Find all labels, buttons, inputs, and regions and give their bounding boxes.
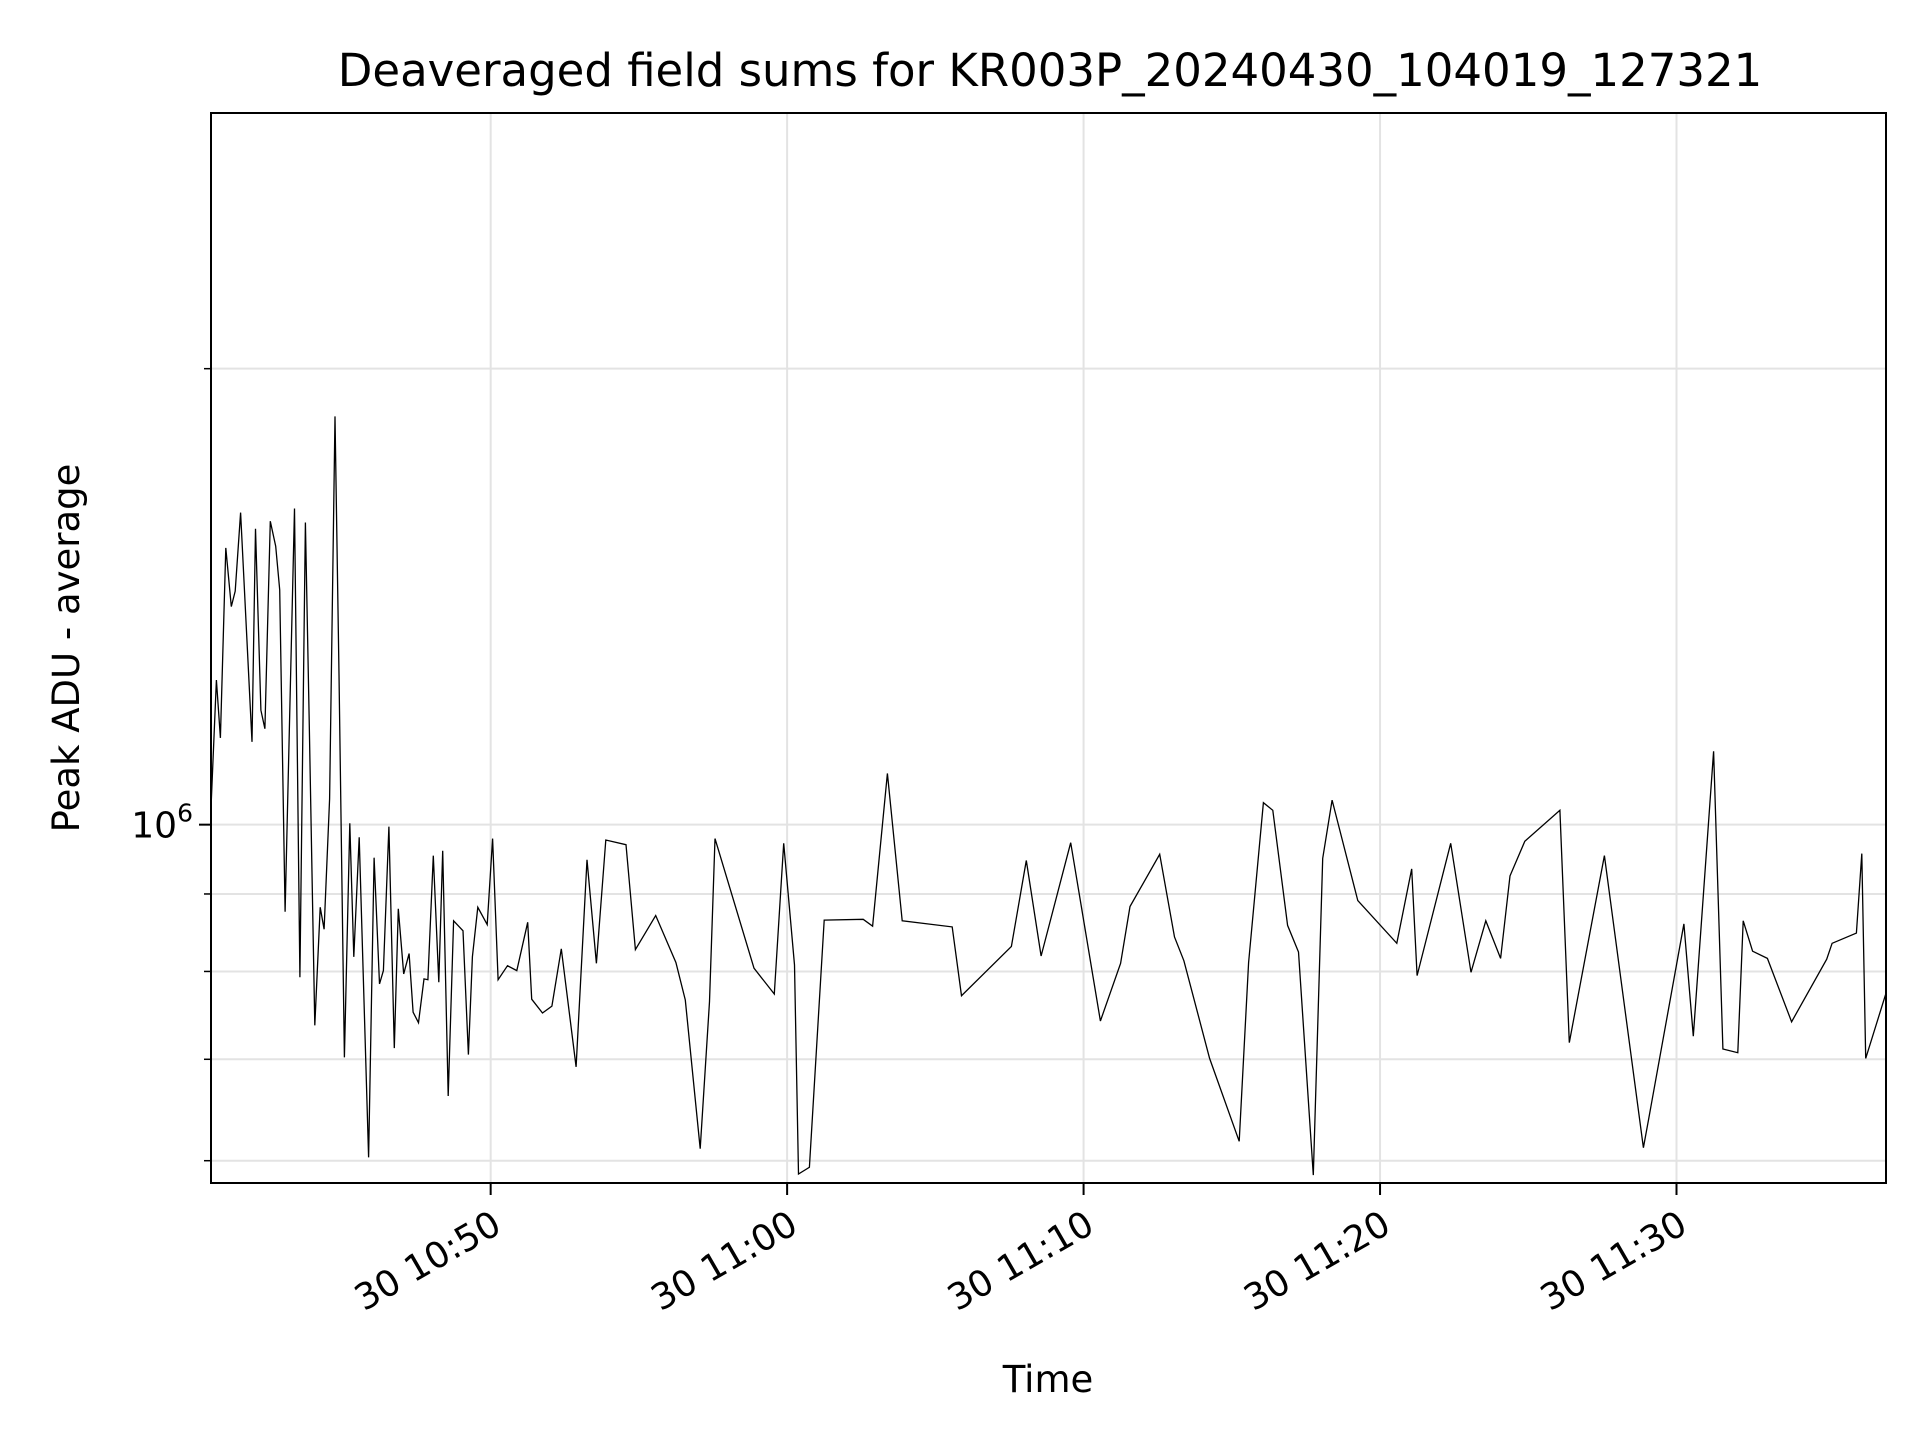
- chart-title: Deaveraged field sums for KR003P_2024043…: [338, 44, 1762, 97]
- plot-frame: [210, 112, 1887, 1184]
- grid: [211, 113, 1886, 1183]
- y-tick-label: 106: [131, 799, 193, 847]
- series-layer: [210, 416, 1887, 1176]
- y-axis-label: Peak ADU - average: [45, 464, 88, 833]
- y-axis-ticks: 106: [131, 367, 211, 1162]
- x-axis-label: Time: [1002, 1358, 1094, 1401]
- series-line: [210, 416, 1887, 1176]
